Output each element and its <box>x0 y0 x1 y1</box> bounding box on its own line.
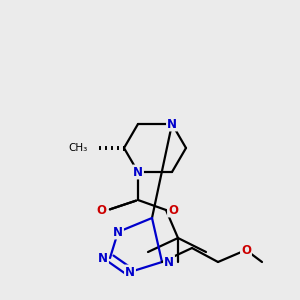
Text: CH₃: CH₃ <box>69 143 88 153</box>
Text: O: O <box>96 203 106 217</box>
Text: N: N <box>125 266 135 278</box>
Text: O: O <box>168 203 178 217</box>
Text: O: O <box>241 244 251 256</box>
Text: N: N <box>113 226 123 238</box>
Text: N: N <box>98 251 108 265</box>
Text: N: N <box>164 256 174 268</box>
Text: N: N <box>133 166 143 178</box>
Text: N: N <box>167 118 177 130</box>
